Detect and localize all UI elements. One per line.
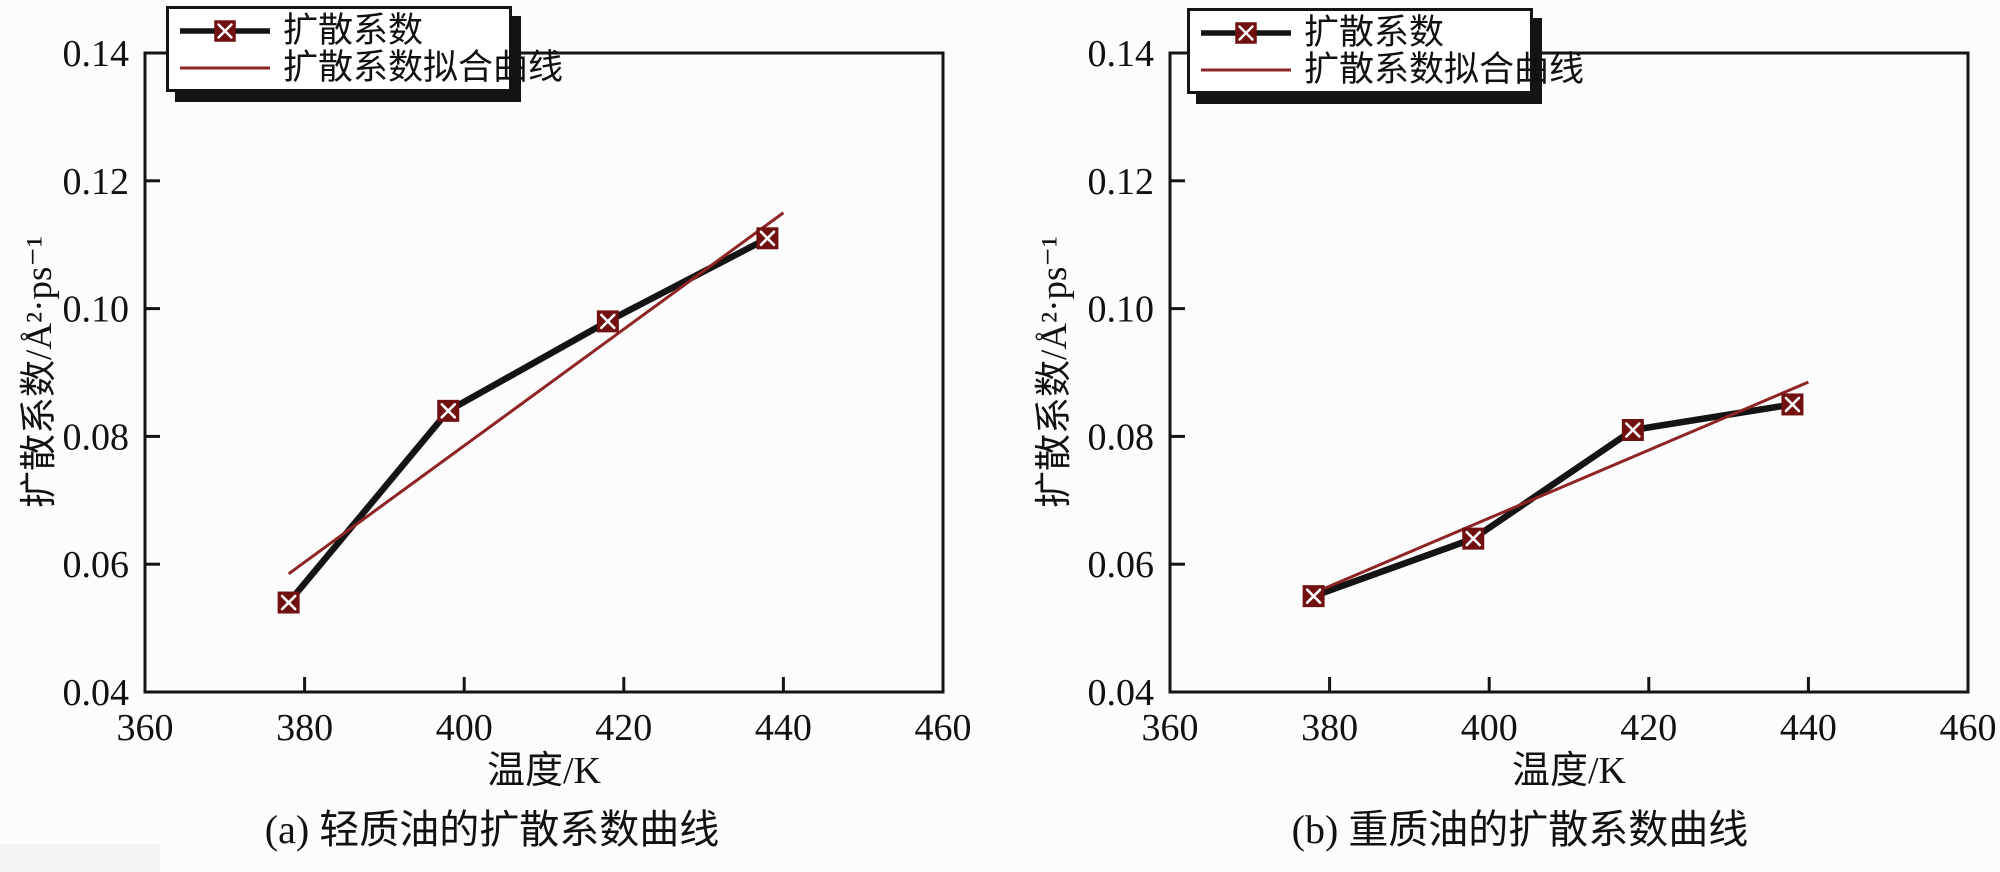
- x-tick-label: 460: [915, 707, 972, 749]
- legend-series-label: 扩散系数: [1304, 12, 1445, 52]
- legend-row-series: 扩散系数: [177, 12, 503, 49]
- data-point-marker-cross: [1305, 588, 1322, 604]
- x-tick-label: 360: [117, 707, 174, 749]
- series-line-marker-swatch-icon: [1201, 21, 1291, 44]
- data-point-marker-cross: [1784, 396, 1801, 413]
- chart-b-ylabel: 扩散系数/Å²·ps⁻¹: [1034, 236, 1075, 508]
- x-tick-label: 360: [1142, 707, 1199, 749]
- fit-line-swatch-icon: [180, 66, 270, 69]
- y-tick-label: 0.12: [1088, 161, 1155, 203]
- x-tick-label: 380: [276, 707, 333, 749]
- scan-artifact: [0, 844, 160, 872]
- series-line: [1310, 401, 1796, 600]
- y-tick-label: 0.08: [1088, 416, 1155, 458]
- y-tick-label: 0.12: [63, 161, 130, 203]
- plot-frame: [1168, 51, 1970, 694]
- x-tick-label: 440: [755, 707, 812, 749]
- y-tick-label: 0.04: [63, 672, 130, 714]
- y-tick-label: 0.06: [1088, 544, 1155, 586]
- y-tick-label: 0.14: [63, 33, 130, 75]
- chart-b-xlabel: 温度/K: [1511, 750, 1626, 792]
- data-point-marker-cross: [759, 230, 776, 247]
- y-tick-label: 0.14: [1088, 33, 1155, 75]
- series-line-marker-swatch-icon: [180, 19, 270, 42]
- x-tick-label: 420: [1620, 707, 1677, 749]
- chart-b-caption: (b) 重质油的扩散系数曲线: [1291, 807, 1749, 852]
- y-tick-label: 0.08: [63, 416, 130, 458]
- y-tick-label: 0.04: [1088, 672, 1155, 714]
- x-tick-label: 460: [1940, 707, 1997, 749]
- x-tick-label: 440: [1780, 707, 1837, 749]
- chart-a-legend: 扩散系数 扩散系数拟合曲线: [166, 6, 563, 92]
- x-tick-label: 380: [1301, 707, 1358, 749]
- legend-row-fit: 扩散系数拟合曲线: [1198, 51, 1584, 88]
- chart-b-legend: 扩散系数 扩散系数拟合曲线: [1187, 8, 1584, 94]
- y-tick-label: 0.10: [63, 289, 130, 331]
- chart-b-plot: 360 380 400 420 440 460 0.04 0.06 0.08 0.10 0.12 0.…: [1088, 33, 1997, 749]
- x-tick-label: 400: [1461, 707, 1518, 749]
- data-point-marker-cross: [280, 594, 297, 611]
- data-point-marker-cross: [440, 403, 457, 419]
- plot-frame: [143, 51, 945, 694]
- series-line: [285, 235, 771, 606]
- chart-a-caption: (a) 轻质油的扩散系数曲线: [264, 807, 720, 852]
- y-tick-label: 0.06: [63, 544, 130, 586]
- legend-row-series: 扩散系数: [1198, 14, 1524, 51]
- legend-fit-label: 扩散系数拟合曲线: [1304, 49, 1585, 89]
- legend-row-fit: 扩散系数拟合曲线: [177, 49, 563, 86]
- chart-a-xlabel: 温度/K: [486, 750, 601, 792]
- legend-series-label: 扩散系数: [283, 10, 424, 50]
- fit-line: [287, 211, 785, 575]
- fit-line: [1313, 380, 1809, 595]
- data-point-marker-cross: [1465, 530, 1482, 547]
- legend-fit-label: 扩散系数拟合曲线: [283, 47, 564, 87]
- x-tick-label: 420: [595, 707, 652, 749]
- fit-line-swatch-icon: [1201, 68, 1291, 71]
- y-tick-label: 0.10: [1088, 289, 1155, 331]
- chart-a-plot: 360 380 400 420 440 460 0.04 0.06 0.08 0.10 0.12 0.…: [63, 33, 972, 749]
- data-point-marker-cross: [1625, 422, 1641, 438]
- chart-a-ylabel: 扩散系数/Å²·ps⁻¹: [19, 236, 60, 508]
- data-point-marker-cross: [600, 313, 616, 330]
- x-tick-label: 400: [436, 707, 493, 749]
